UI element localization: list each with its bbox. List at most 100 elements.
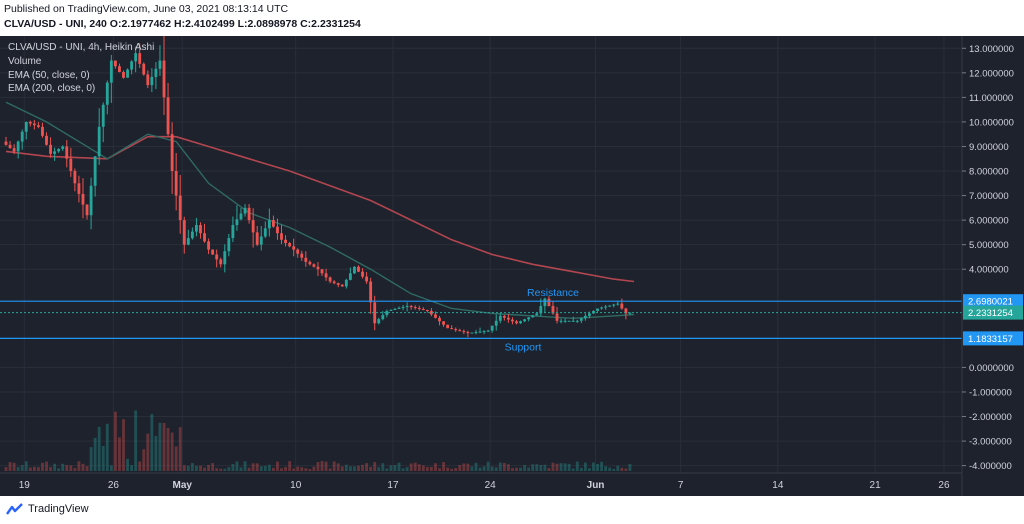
- candle-body: [316, 266, 320, 270]
- candle-body: [178, 195, 182, 221]
- volume-bar: [417, 464, 421, 471]
- volume-bar: [150, 414, 154, 471]
- candle-body: [45, 135, 48, 145]
- candle-body: [304, 257, 308, 262]
- volume-bar: [255, 463, 259, 471]
- volume-bar: [393, 465, 397, 471]
- candle-body: [336, 283, 340, 285]
- y-tick-label: 13.000000: [969, 44, 1014, 55]
- x-tick-label: 10: [290, 480, 302, 491]
- candle-body: [361, 271, 364, 277]
- volume-bar: [24, 461, 28, 471]
- candle-body: [389, 309, 393, 311]
- volume-bar: [588, 468, 591, 471]
- volume-bar: [506, 464, 510, 471]
- candle-body: [555, 313, 559, 321]
- volume-bar: [130, 465, 134, 471]
- volume-bar: [199, 465, 202, 471]
- candle-body: [588, 313, 591, 316]
- volume-bar: [89, 447, 93, 471]
- y-tick-label: -3.000000: [969, 437, 1012, 448]
- volume-bar: [243, 461, 247, 471]
- candle-body: [628, 312, 632, 314]
- candle-body: [563, 320, 567, 322]
- x-tick-label: 19: [19, 480, 31, 491]
- volume-bar: [259, 466, 263, 471]
- candle-body: [369, 281, 373, 303]
- legend-volume: Volume: [8, 56, 42, 67]
- volume-bar: [324, 461, 328, 471]
- candle-body: [73, 171, 77, 184]
- tradingview-brand[interactable]: TradingView: [6, 503, 89, 515]
- volume-bar: [336, 463, 340, 471]
- candle-body: [158, 60, 162, 69]
- volume-bar: [101, 445, 105, 471]
- candle-body: [118, 66, 121, 73]
- candle-body: [523, 319, 527, 322]
- volume-bar: [474, 462, 478, 471]
- volume-bar: [49, 467, 52, 471]
- candle-body: [284, 239, 287, 244]
- candle-body: [130, 61, 134, 70]
- ohlc-text: CLVA/USD - UNI, 240 O:2.1977462 H:2.4102…: [4, 18, 361, 30]
- volume-bar: [276, 461, 279, 471]
- volume-bar: [292, 468, 296, 471]
- price-axis[interactable]: 13.000000 12.000000 11.000000 10.000000 9.00…: [961, 36, 1024, 496]
- level-price-tag: [963, 294, 1023, 309]
- legend-ema50: EMA (50, close, 0): [8, 70, 90, 81]
- volume-bar: [450, 468, 454, 471]
- candle-body: [498, 315, 502, 321]
- candle-body: [567, 320, 571, 322]
- candle-body: [401, 307, 405, 309]
- x-tick-label: Jun: [587, 480, 605, 491]
- volume-bar: [519, 467, 522, 471]
- candle-body: [454, 329, 458, 331]
- volume-bar: [57, 468, 61, 471]
- candle-body: [105, 82, 109, 105]
- volume-bar: [69, 465, 73, 471]
- volume-bar: [20, 465, 24, 471]
- volume-bar: [174, 446, 178, 471]
- candle-body: [365, 276, 369, 282]
- candle-body: [77, 183, 81, 194]
- volume-bar: [36, 467, 40, 471]
- candle-body: [340, 284, 344, 287]
- volume-bar: [466, 463, 470, 471]
- volume-bar: [596, 464, 599, 471]
- volume-bar: [600, 461, 604, 471]
- candle-body: [486, 330, 490, 332]
- candle-body: [28, 121, 32, 124]
- volume-bar: [142, 449, 146, 471]
- price-chart[interactable]: Resistance Support 13.000000 12.000000 11.0…: [0, 31, 1024, 496]
- candle-body: [267, 220, 271, 229]
- candle-body: [219, 259, 223, 265]
- volume-bar: [219, 468, 223, 471]
- candle-body: [413, 307, 417, 309]
- level-lines[interactable]: Resistance Support: [0, 287, 962, 353]
- candle-body: [409, 306, 413, 308]
- candle-body: [596, 308, 599, 311]
- candle-body: [543, 298, 547, 307]
- volume-bar: [328, 468, 332, 471]
- time-axis[interactable]: 19 26 May 10 17 24 Jun 7 14 21 26: [0, 472, 962, 491]
- chart-area[interactable]: Resistance Support 13.000000 12.000000 11.0…: [0, 31, 1024, 496]
- volume-bar: [446, 467, 450, 471]
- volume-bar: [357, 465, 360, 471]
- volume-bar: [425, 467, 429, 471]
- volume-bar: [182, 465, 186, 471]
- candle-body: [490, 325, 494, 331]
- volume-bar: [620, 467, 624, 471]
- volume-bar: [154, 436, 158, 471]
- volume-bar: [227, 467, 231, 471]
- volume-bar: [247, 467, 251, 471]
- candle-body: [478, 331, 482, 333]
- candle-body: [207, 241, 210, 250]
- volume-bar: [592, 462, 595, 471]
- y-tick-label: -2.000000: [969, 412, 1012, 423]
- volume-bar: [502, 462, 506, 471]
- candle-body: [442, 321, 445, 325]
- candle-body: [446, 324, 450, 329]
- volume-bar: [563, 463, 567, 471]
- candle-body: [624, 308, 628, 314]
- candle-body: [462, 331, 466, 333]
